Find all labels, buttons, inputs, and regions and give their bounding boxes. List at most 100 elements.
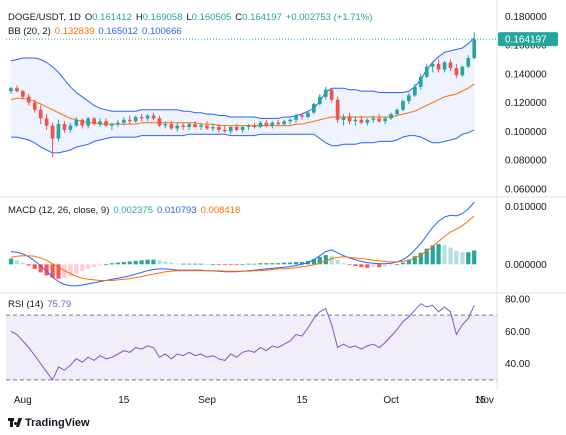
candle-body [323,89,328,97]
symbol-label[interactable]: DOGE/USDT, 1D [8,12,81,23]
macd-histogram-bar [359,264,364,268]
candle-body [359,119,364,123]
bb-upper-value: 0.165012 [98,26,139,37]
macd-histogram-bar [448,247,453,265]
macd-histogram-bar [169,262,174,265]
candle-body [56,124,61,139]
price-tick-label: 0.140000 [505,69,547,80]
macd-label[interactable]: MACD (12, 26, close, 9) [8,205,110,216]
candle-body [407,95,411,102]
price-tick-label: 0.060000 [505,184,547,195]
macd-histogram-bar [394,264,400,266]
macd-histogram-bar [44,264,49,276]
candle-body [133,117,138,122]
candle-body [294,115,298,120]
macd-hist-value: 0.002375 [113,205,153,216]
candle-body [9,88,13,92]
macd-histogram-bar [198,263,204,265]
macd-histogram-bar [323,255,328,265]
tradingview-logo[interactable]: TradingView [8,417,90,429]
candle-body [329,89,334,100]
high-label: H [135,12,143,23]
macd-line-value: 0.010793 [157,205,197,216]
rsi-tick-label: 60.00 [505,327,530,338]
candle-body [460,66,465,76]
candle-body [86,118,90,126]
macd-histogram-bar [228,264,233,266]
candle-body [228,127,233,132]
candle-body [418,76,423,87]
candle-body [68,125,73,130]
candle-body [430,63,435,67]
macd-histogram-bar [472,250,477,265]
candle-body [157,118,162,126]
macd-histogram-bar [270,263,275,265]
current-price-tag [498,32,558,47]
macd-histogram-bar [335,259,340,265]
candle-body [436,63,441,70]
brand-label: TradingView [25,417,90,429]
low-value: 0.160505 [191,12,232,23]
macd-histogram-bar [288,262,293,265]
macd-histogram-bar [163,261,168,265]
price-pane [6,32,497,158]
candle-body [318,96,322,104]
candle-body [246,125,251,127]
candle-body [32,102,37,110]
macd-signal-line [10,215,475,281]
rsi-legend: RSI (14) 75.79 [8,299,75,311]
macd-histogram-bar [234,264,239,266]
macd-histogram-bar [299,262,305,265]
bb-lower-value: 0.100666 [142,26,182,37]
candle-body [175,125,180,129]
candle-body [282,121,286,125]
candle-body [472,39,477,59]
macd-histogram-bar [424,248,429,265]
time-tick-label: 15 [475,395,487,406]
macd-histogram-bar [115,262,120,265]
macd-histogram-bar [442,244,447,265]
candle-body [353,119,358,122]
macd-tick-label: 0.000000 [505,260,547,271]
macd-histogram-bar [341,263,346,265]
candle-body [288,119,292,122]
tradingview-logo-icon [8,418,22,427]
candle-body [424,66,429,77]
price-tick-label: 0.080000 [505,156,547,167]
open-value: 0.161412 [92,12,132,23]
macd-histogram-bar [240,264,245,266]
candle-body [98,121,102,125]
candle-body [44,118,49,126]
macd-histogram-bar [103,264,109,266]
candle-body [151,115,156,119]
macd-histogram-bar [311,259,316,265]
macd-histogram-bar [430,245,435,265]
candle-body [21,91,25,97]
macd-histogram-bar [252,263,257,265]
candle-body [205,125,209,129]
macd-histogram-bar [454,251,459,265]
price-tick-label: 0.120000 [505,98,547,109]
macd-histogram-bar [317,256,322,265]
candle-body [181,125,186,127]
macd-histogram-bar [466,252,471,265]
candle-body [145,115,150,119]
price-legend: DOGE/USDT, 1D O0.161412 H0.169058 L0.160505… [8,12,376,24]
bb-upper-line [10,37,475,119]
candle-body [240,127,245,130]
time-tick-label: 15 [118,395,130,406]
rsi-label[interactable]: RSI (14) [8,299,44,310]
candle-body [270,122,275,126]
candle-body [341,117,346,120]
candle-body [62,124,67,130]
macd-histogram-bar [222,264,227,266]
candle-body [217,127,221,130]
price-scale: 0.1800000.1600000.1400000.1200000.100000… [498,12,558,370]
bb-label[interactable]: BB (20, 2) [8,26,51,37]
macd-histogram-bar [377,264,382,268]
candle-body [26,96,31,103]
macd-histogram-bar [294,262,299,265]
candle-body [383,118,387,122]
low-label: L [186,12,192,23]
